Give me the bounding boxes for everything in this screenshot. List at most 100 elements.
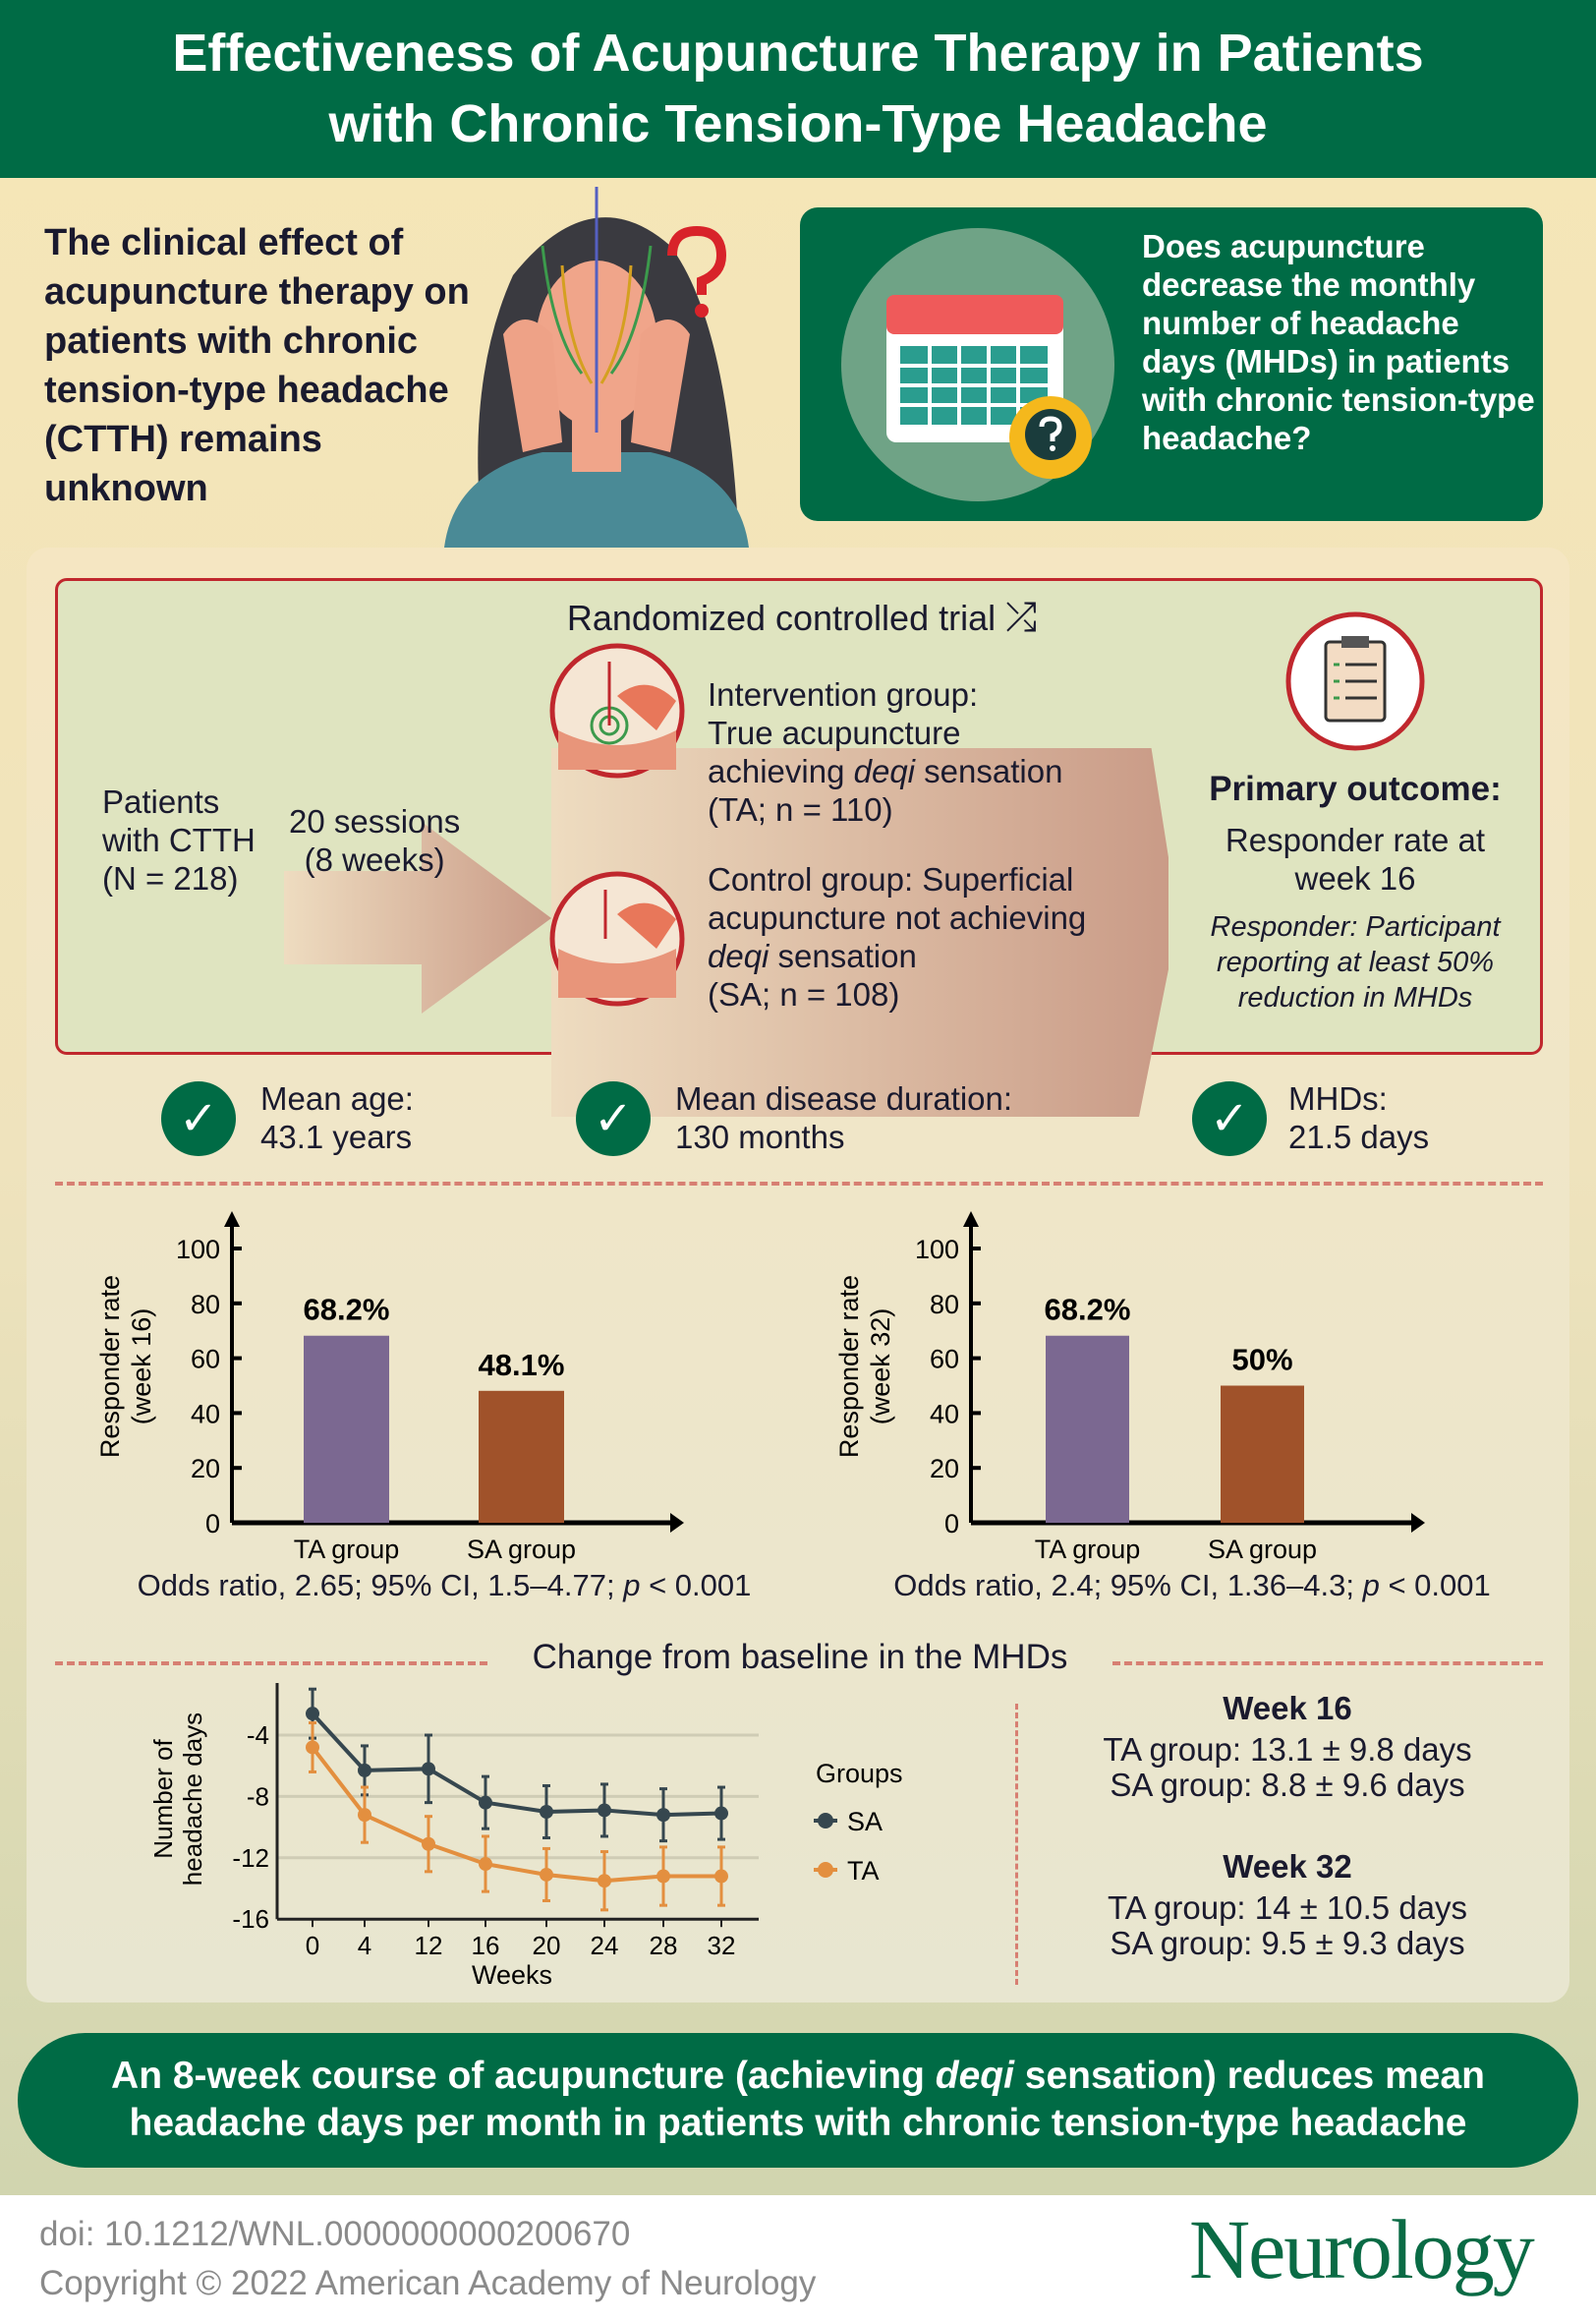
bar-value-label: 68.2% bbox=[1045, 1293, 1131, 1327]
superficial-acupuncture-icon bbox=[549, 871, 685, 1007]
woman-headache-illustration bbox=[444, 187, 749, 548]
data-point bbox=[656, 1808, 670, 1823]
divider bbox=[1112, 1661, 1543, 1665]
data-point bbox=[479, 1795, 492, 1810]
y-axis-label: Number ofheadache days bbox=[148, 1712, 207, 1886]
data-point bbox=[479, 1857, 492, 1872]
check-icon: ✓ bbox=[576, 1081, 651, 1156]
data-point bbox=[540, 1867, 553, 1882]
y-tick-label: -12 bbox=[232, 1843, 269, 1873]
data-point bbox=[714, 1806, 728, 1821]
x-tick-label: 20 bbox=[533, 1931, 561, 1960]
y-tick-label: 80 bbox=[930, 1290, 959, 1319]
data-point bbox=[598, 1803, 611, 1818]
data-point bbox=[306, 1707, 319, 1721]
flow-arrows bbox=[284, 748, 1168, 1117]
legend-title: Groups bbox=[816, 1759, 903, 1788]
data-point bbox=[306, 1740, 319, 1755]
bar bbox=[479, 1390, 564, 1523]
x-category-label: SA group bbox=[1208, 1535, 1317, 1564]
bar-value-label: 68.2% bbox=[304, 1293, 390, 1327]
y-axis-label: Responder rate(week 32) bbox=[834, 1275, 895, 1458]
check-icon: ✓ bbox=[1192, 1081, 1267, 1156]
bar-value-label: 48.1% bbox=[479, 1348, 565, 1382]
line-chart-title: Change from baseline in the MHDs bbox=[532, 1638, 1068, 1676]
bar bbox=[1221, 1385, 1304, 1523]
y-tick-label: 60 bbox=[191, 1345, 220, 1374]
doi: doi: 10.1212/WNL.0000000000200670 bbox=[39, 2215, 631, 2253]
control-group-text: Control group: Superficial acupuncture no… bbox=[708, 861, 1087, 1013]
neurology-logo: Neurology bbox=[1189, 2202, 1535, 2296]
x-category-label: TA group bbox=[294, 1535, 400, 1564]
y-tick-label: -4 bbox=[247, 1720, 269, 1750]
y-tick-label: 100 bbox=[915, 1235, 959, 1264]
y-axis-label: Responder rate(week 16) bbox=[95, 1275, 156, 1458]
shuffle-icon: ⤮ bbox=[1005, 595, 1038, 640]
check-icon: ✓ bbox=[161, 1081, 236, 1156]
rct-title: Randomized controlled trial ⤮ bbox=[566, 595, 1038, 640]
y-tick-label: 100 bbox=[176, 1235, 220, 1264]
bar bbox=[1046, 1335, 1129, 1523]
intervention-group-text: Intervention group: True acupuncture achie… bbox=[708, 676, 1063, 828]
x-tick-label: 0 bbox=[306, 1931, 319, 1960]
x-tick-label: 12 bbox=[415, 1931, 443, 1960]
data-point bbox=[358, 1808, 371, 1823]
bar-value-label: 50% bbox=[1231, 1343, 1292, 1377]
divider bbox=[1015, 1704, 1018, 1985]
y-tick-label: 0 bbox=[944, 1509, 959, 1538]
odds-ratio-week16: Odds ratio, 2.65; 95% CI, 1.5–4.77; p < … bbox=[137, 1568, 752, 1602]
data-point bbox=[422, 1762, 435, 1776]
patients-text: Patients with CTTH (N = 218) bbox=[102, 784, 256, 897]
copyright: Copyright © 2022 American Academy of Neu… bbox=[39, 2264, 817, 2302]
mean-age: Mean age: 43.1 years bbox=[260, 1080, 414, 1155]
week32-summary: Week 32 TA group: 14 ± 10.5 days SA grou… bbox=[1107, 1848, 1468, 1961]
legend-marker-TA bbox=[818, 1862, 833, 1878]
x-tick-label: 16 bbox=[472, 1931, 500, 1960]
true-acupuncture-icon bbox=[549, 643, 685, 779]
y-axis-arrow bbox=[963, 1211, 979, 1227]
rct-box: Randomized controlled trial ⤮ Patients wi… bbox=[55, 578, 1543, 1117]
page-title: Effectiveness of Acupuncture Therapy in … bbox=[0, 0, 1596, 178]
y-tick-label: 80 bbox=[191, 1290, 220, 1319]
x-category-label: SA group bbox=[467, 1535, 576, 1564]
series-line-SA bbox=[311, 1712, 722, 1818]
data-point bbox=[540, 1805, 553, 1819]
legend-marker-SA bbox=[818, 1813, 833, 1829]
sessions-text: 20 sessions (8 weeks) bbox=[289, 803, 461, 878]
intro-text: The clinical effect of acupuncture thera… bbox=[44, 222, 470, 509]
calendar-question-icon bbox=[841, 228, 1114, 501]
x-category-label: TA group bbox=[1035, 1535, 1141, 1564]
x-axis-arrow bbox=[1411, 1513, 1425, 1533]
x-tick-label: 4 bbox=[358, 1931, 371, 1960]
x-tick-label: 28 bbox=[650, 1931, 678, 1960]
x-tick-label: 24 bbox=[591, 1931, 619, 1960]
week16-summary: Week 16 TA group: 13.1 ± 9.8 days SA gro… bbox=[1103, 1690, 1472, 1803]
divider bbox=[55, 1661, 487, 1665]
odds-ratio-week32: Odds ratio, 2.4; 95% CI, 1.36–4.3; p < 0… bbox=[893, 1568, 1491, 1602]
y-tick-label: 20 bbox=[930, 1454, 959, 1483]
footer: doi: 10.1212/WNL.0000000000200670 Copyri… bbox=[0, 2195, 1596, 2322]
legend-label: SA bbox=[847, 1807, 883, 1836]
bar bbox=[304, 1335, 389, 1523]
y-tick-label: 20 bbox=[191, 1454, 220, 1483]
y-tick-label: -16 bbox=[232, 1904, 269, 1934]
legend-label: TA bbox=[847, 1856, 880, 1886]
y-tick-label: 0 bbox=[205, 1509, 220, 1538]
y-tick-label: 40 bbox=[191, 1399, 220, 1428]
mean-disease-duration: Mean disease duration: 130 months bbox=[675, 1080, 1013, 1155]
data-point bbox=[656, 1869, 670, 1884]
data-point bbox=[598, 1874, 611, 1888]
divider bbox=[55, 1182, 1543, 1186]
research-question: Does acupuncture decrease the monthly nu… bbox=[1142, 228, 1535, 456]
y-tick-label: 60 bbox=[930, 1345, 959, 1374]
x-tick-label: 32 bbox=[708, 1931, 736, 1960]
data-point bbox=[714, 1869, 728, 1884]
y-tick-label: 40 bbox=[930, 1399, 959, 1428]
primary-outcome: Primary outcome: Responder rate at week … bbox=[1209, 770, 1502, 1014]
x-axis-arrow bbox=[670, 1513, 684, 1533]
mhds-baseline: MHDs: 21.5 days bbox=[1288, 1080, 1430, 1155]
x-axis-label: Weeks bbox=[472, 1960, 552, 1990]
research-question-box: Does acupuncture decrease the monthly nu… bbox=[800, 207, 1543, 521]
y-tick-label: -8 bbox=[247, 1781, 269, 1811]
